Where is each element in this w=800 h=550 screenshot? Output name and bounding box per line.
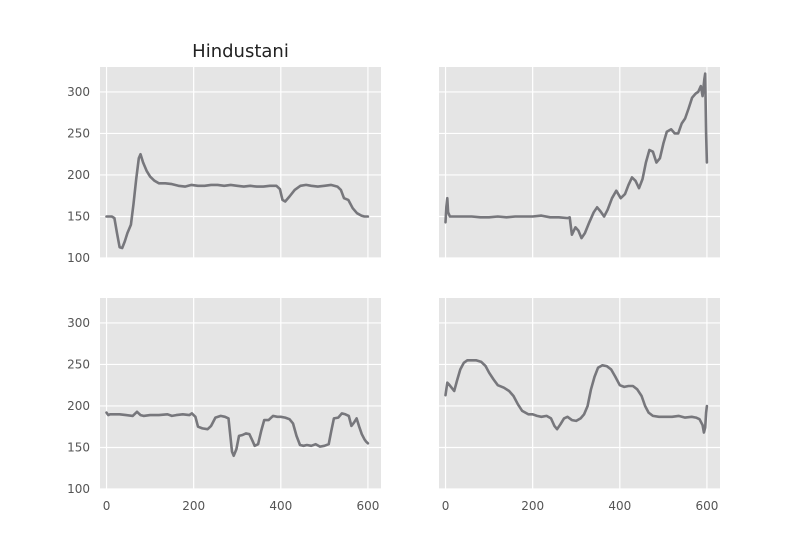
series-line [105, 410, 370, 458]
plot-area [439, 67, 720, 258]
x-tick-label: 600 [695, 499, 718, 513]
panel-title: Hindustani [192, 41, 289, 62]
plot-area [439, 298, 720, 489]
y-tick-label: 250 [67, 126, 90, 140]
y-tick-label: 100 [67, 251, 90, 265]
series-line [444, 359, 709, 434]
panel-top-left: 100 150 200 250 300 Hindustani [67, 41, 381, 265]
y-tick-label: 100 [67, 482, 90, 496]
x-tick-label: 200 [182, 499, 205, 513]
y-tick-label: 250 [67, 357, 90, 371]
y-tick-label: 200 [67, 399, 90, 413]
x-tick-label: 200 [521, 499, 544, 513]
x-tick-label: 0 [103, 499, 111, 513]
x-tick-label: 0 [442, 499, 450, 513]
y-tick-label: 300 [67, 316, 90, 330]
y-tick-label: 300 [67, 85, 90, 99]
y-tick-label: 150 [67, 209, 90, 223]
x-tick-label: 600 [356, 499, 379, 513]
series-line [105, 152, 370, 250]
panel-bottom-right: 0 200 400 600 [439, 298, 720, 513]
plot-area [100, 67, 381, 258]
x-tick-label: 400 [608, 499, 631, 513]
x-tick-label: 400 [269, 499, 292, 513]
y-tick-label: 200 [67, 168, 90, 182]
panel-bottom-left: 100 150 200 250 300 0 200 400 600 [67, 298, 381, 513]
panel-top-right [439, 67, 720, 259]
y-tick-label: 150 [67, 440, 90, 454]
series-line [444, 72, 709, 240]
plot-area [100, 298, 381, 489]
